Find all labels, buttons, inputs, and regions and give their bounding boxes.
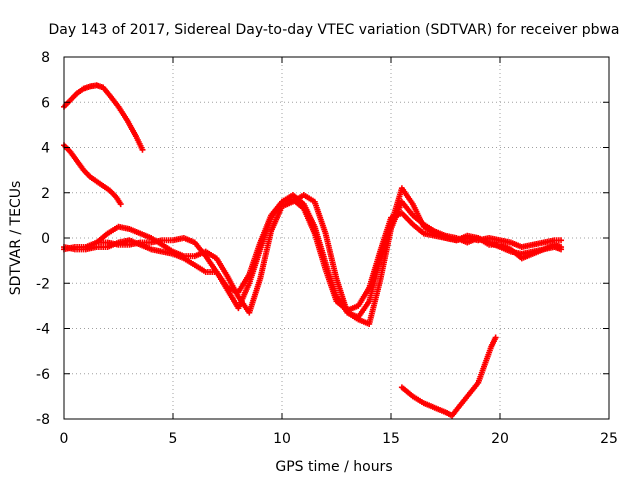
series-arc-3 [61, 196, 565, 314]
series-arc-5 [93, 192, 565, 327]
x-tick-label: 5 [169, 431, 178, 447]
y-tick-label: 6 [41, 95, 50, 111]
series-arc-1 [61, 82, 146, 153]
axis-ticks [63, 56, 610, 420]
y-axis-label: SDTVAR / TECUs [8, 181, 24, 296]
data-series [61, 82, 565, 419]
x-tick-label: 25 [600, 431, 618, 447]
x-tick-label: 15 [382, 431, 400, 447]
x-tick-label: 0 [60, 431, 69, 447]
data-point [558, 244, 565, 251]
y-tick-label: -4 [36, 322, 50, 338]
y-tick-label: -6 [36, 367, 50, 383]
series-arc-4 [61, 185, 565, 321]
tick-labels: 0 5 10 15 20 25 -8 -6 -4 -2 0 2 4 6 8 [36, 50, 618, 447]
y-tick-label: -2 [36, 276, 50, 292]
y-tick-label: 4 [41, 141, 50, 157]
x-tick-label: 10 [273, 431, 291, 447]
chart-title: Day 143 of 2017, Sidereal Day-to-day VTE… [48, 22, 619, 38]
x-tick-label: 20 [491, 431, 509, 447]
y-tick-label: 2 [41, 186, 50, 202]
y-tick-label: -8 [36, 412, 50, 428]
series-arc-6 [398, 334, 499, 419]
data-point [139, 146, 146, 153]
data-point [558, 237, 565, 244]
x-axis-label: GPS time / hours [275, 459, 392, 475]
y-tick-label: 0 [41, 231, 50, 247]
y-tick-label: 8 [41, 50, 50, 66]
series-arc-2 [61, 142, 124, 208]
data-point [117, 201, 124, 208]
data-point [492, 334, 499, 341]
